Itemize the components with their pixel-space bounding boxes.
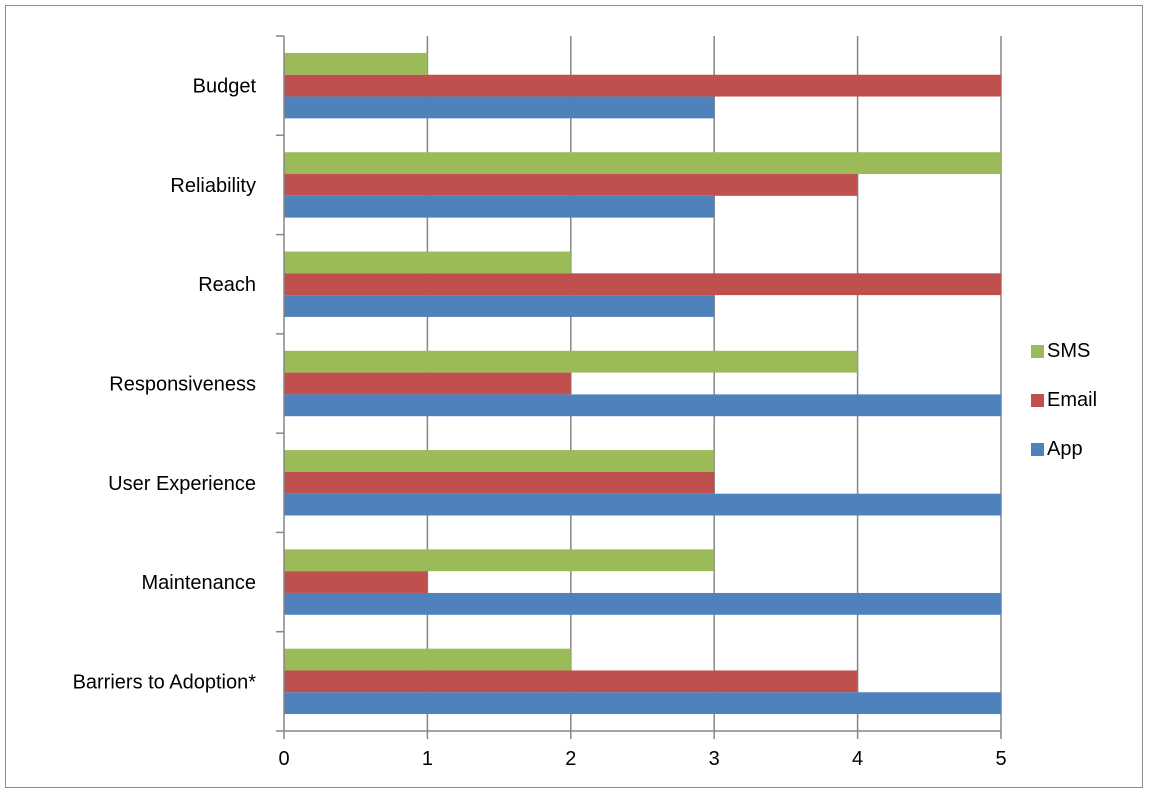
bar-email-user-experience [284, 471, 715, 494]
bar-sms-reliability [284, 152, 1001, 175]
x-tick-label-4: 4 [852, 748, 863, 770]
bars-layer [284, 52, 1001, 715]
legend-swatch-sms [1031, 345, 1044, 358]
bar-sms-budget [284, 52, 428, 75]
bar-app-responsiveness [284, 394, 1001, 417]
bar-app-user-experience [284, 493, 1001, 516]
bar-app-budget [284, 96, 715, 119]
x-tick-label-5: 5 [995, 748, 1006, 770]
bar-sms-reach [284, 251, 571, 274]
bar-email-reach [284, 273, 1001, 296]
legend-label-sms: SMS [1047, 340, 1090, 362]
y-category-label-budget: Budget [193, 76, 257, 98]
legend-label-email: Email [1047, 389, 1097, 411]
x-tick-label-0: 0 [278, 748, 289, 770]
y-category-label-reliability: Reliability [170, 175, 256, 197]
bar-email-reliability [284, 174, 858, 196]
y-category-label-user-experience: User Experience [108, 473, 256, 495]
y-category-label-maintenance: Maintenance [141, 572, 256, 594]
y-category-label-reach: Reach [198, 274, 256, 296]
bar-email-barriers-to-adoption [284, 670, 858, 693]
bar-app-reliability [284, 195, 715, 218]
bar-app-barriers-to-adoption [284, 692, 1001, 715]
legend-swatch-app [1031, 443, 1044, 456]
bar-email-maintenance [284, 571, 428, 593]
bar-email-responsiveness [284, 372, 571, 395]
bar-app-reach [284, 295, 715, 317]
bar-sms-user-experience [284, 450, 715, 472]
legend-label-app: App [1047, 438, 1083, 460]
x-tick-label-1: 1 [422, 748, 433, 770]
y-category-label-barriers-to-adoption: Barriers to Adoption* [73, 671, 257, 693]
bar-sms-maintenance [284, 549, 715, 572]
x-tick-label-3: 3 [709, 748, 720, 770]
axis-layer [276, 35, 1002, 739]
legend: SMS Email App [1031, 340, 1097, 460]
labels-layer: 0 1 2 3 4 5 Budget Reliability Reach Responsivene… [73, 76, 1007, 770]
x-tick-label-2: 2 [565, 748, 576, 770]
legend-swatch-email [1031, 394, 1044, 407]
y-category-label-responsiveness: Responsiveness [109, 374, 256, 396]
bar-email-budget [284, 74, 1001, 97]
bar-sms-responsiveness [284, 350, 858, 373]
bar-sms-barriers-to-adoption [284, 648, 571, 671]
bar-app-maintenance [284, 592, 1001, 615]
